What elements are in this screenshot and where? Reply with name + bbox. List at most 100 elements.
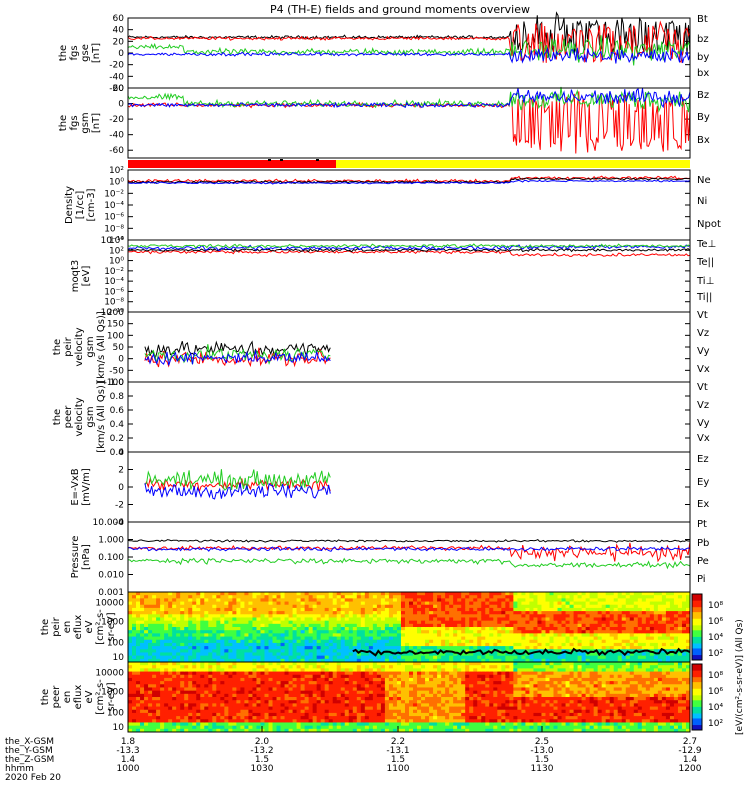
x-tick-label: 1.8	[121, 737, 136, 747]
x-tick-label: 1.5	[391, 755, 405, 765]
series-line-Pt	[127, 539, 690, 543]
y-tick-label: 10⁰	[109, 257, 124, 267]
legend-entry: Bx	[697, 135, 710, 146]
y-tick-label: 10⁻¹⁰	[101, 308, 125, 318]
series-line-bz	[127, 20, 691, 64]
y-tick-label: 50	[113, 343, 125, 353]
panel-6: the peer velocity gsm [km/s (All Qs)]0.0 0.2 0…	[52, 378, 710, 458]
panel-8: Pressure [nPa] 10.000 1.000 0.100 0.010 0.001 P…	[70, 518, 709, 598]
x-tick-label: 1200	[679, 764, 702, 774]
panel-10: the peer en eflux eV [cm²-s-sr-eV] 10000 1000 10…	[40, 661, 723, 733]
legend-entry: Bt	[697, 14, 708, 25]
colorbar: 10⁸ 10⁶ 10⁴ 10²	[691, 593, 723, 661]
status-bar-yellow	[336, 160, 690, 168]
x-tick-label: 1000	[117, 764, 140, 774]
series-line-Ti||	[127, 243, 691, 249]
series-line-by	[127, 35, 691, 66]
y-axis-label: Density	[64, 186, 75, 224]
y-axis-label: velocity	[74, 327, 85, 366]
y-tick-label: -40	[109, 131, 124, 141]
y-axis-label: the	[58, 45, 69, 61]
x-tick-label: -12.9	[678, 746, 702, 756]
legend-entry: Ni	[697, 196, 707, 207]
legend-entry: Pi	[697, 574, 706, 585]
y-tick-label: 1.0	[110, 378, 125, 388]
legend-entry: Pt	[697, 519, 707, 530]
status-marker	[268, 159, 271, 161]
series-line-Ni	[127, 177, 691, 184]
legend-entry: Te||	[696, 257, 714, 268]
y-tick-label: 4	[118, 448, 124, 458]
colorbar-tick-label: 10⁴	[708, 703, 723, 713]
x-tick-label: -13.0	[530, 746, 554, 756]
y-axis-label: gse	[80, 44, 91, 62]
x-axis-row-label: the_Z-GSM	[5, 755, 54, 765]
panel-frame	[127, 87, 691, 159]
legend-entry: Ti||	[696, 292, 712, 303]
colorbar-tick-label: 10⁴	[708, 633, 723, 643]
legend-entry: Pb	[697, 538, 709, 549]
panel-frame	[127, 381, 691, 453]
y-tick-label: 10⁴	[109, 236, 124, 246]
legend-entry: bx	[697, 68, 709, 79]
y-axis-label: moqt3	[70, 260, 81, 293]
y-axis-label: [cm-3]	[86, 188, 97, 221]
y-tick-label: -100	[104, 378, 125, 388]
x-tick-label: 1100	[387, 764, 410, 774]
legend-entry: bz	[697, 34, 709, 45]
y-tick-label: 10²	[109, 166, 124, 176]
y-axis-label: peir	[63, 336, 74, 356]
legend-entry: Vz	[697, 400, 709, 411]
x-tick-label: 2.0	[255, 737, 270, 747]
y-tick-label: 0	[118, 100, 124, 110]
y-axis-label: eflux	[73, 685, 84, 710]
y-tick-label: 10⁻²	[104, 267, 124, 277]
panel-5: the peir velocity gsm [km/s (All Qs)]-100 -50…	[52, 308, 710, 388]
status-bar-red	[128, 160, 336, 168]
y-tick-label: 10000	[95, 599, 124, 609]
legend-entry: Npot	[697, 219, 721, 230]
y-tick-label: 0.8	[110, 392, 125, 402]
y-tick-label: 100	[107, 638, 124, 648]
y-tick-label: 100	[107, 708, 124, 718]
y-tick-label: -40	[109, 72, 124, 82]
y-axis-label: [km/s (All Qs)]	[96, 311, 107, 383]
y-tick-label: 20	[113, 84, 125, 94]
y-tick-label: 10⁻¹⁰	[101, 236, 125, 246]
x-tick-label: 1.4	[683, 755, 698, 765]
x-tick-label: -13.3	[116, 746, 139, 756]
y-axis-label: eV	[84, 620, 95, 633]
series-line-Npot	[127, 179, 691, 185]
y-tick-label: 40	[113, 26, 125, 36]
y-axis-label: fgs	[69, 115, 80, 130]
legend-entry: Vt	[697, 310, 708, 321]
series-line-Te||	[127, 247, 691, 253]
x-tick-label: 1.4	[121, 755, 136, 765]
panel-2: the fgs gsm [nT] -60 -40 -20 0 20 Bz By Bx	[58, 84, 710, 159]
y-axis-label: the	[58, 115, 69, 131]
y-tick-label: 10⁻⁴	[104, 277, 124, 287]
y-tick-label: 0.100	[98, 553, 124, 563]
y-tick-label: 0.4	[110, 420, 125, 430]
legend-entry: Ne	[697, 175, 711, 186]
legend-entry: Ey	[697, 477, 709, 488]
series-line-Ex	[144, 482, 331, 500]
y-tick-label: 10	[113, 723, 125, 733]
status-marker	[280, 159, 283, 161]
x-tick-label: 2.7	[683, 737, 697, 747]
legend-entry: By	[697, 112, 710, 123]
y-tick-label: -20	[109, 115, 124, 125]
legend-entry: Te⊥	[696, 239, 716, 250]
series-line-Ti⊥	[127, 244, 691, 251]
y-tick-label: 150	[107, 320, 124, 330]
colorbar-tick-label: 10⁶	[708, 687, 723, 697]
y-axis-label: fgs	[69, 45, 80, 60]
y-axis-label: [1/cc]	[75, 191, 86, 220]
x-tick-label: 1030	[251, 764, 274, 774]
y-tick-label: 2	[118, 466, 124, 476]
y-axis-label: the	[40, 619, 51, 635]
y-axis-label: sr-eV]	[106, 612, 117, 641]
x-axis-row-label: the_Y-GSM	[5, 746, 53, 756]
legend-entry: Vy	[697, 346, 710, 357]
